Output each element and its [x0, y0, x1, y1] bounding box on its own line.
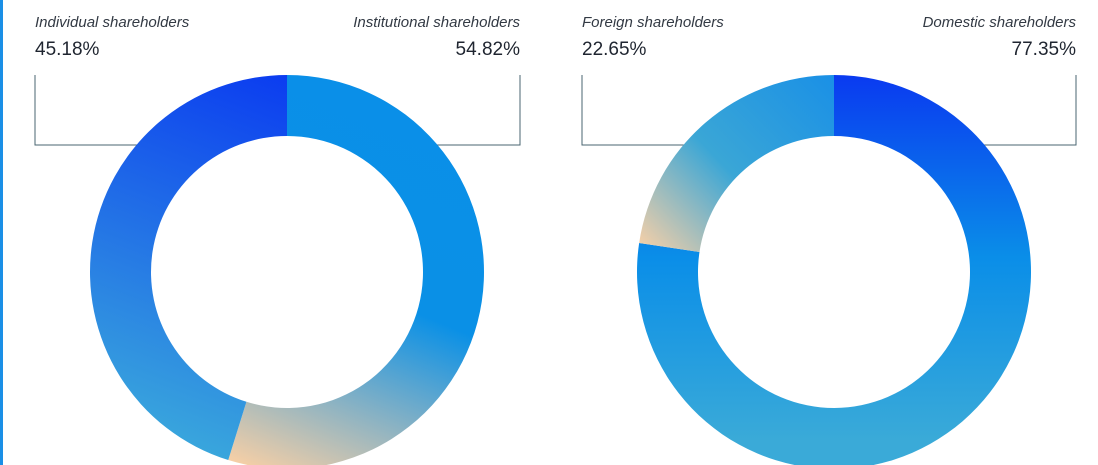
donut-segment	[228, 75, 484, 465]
donut-segment	[639, 75, 834, 252]
value-label: 77.35%	[1012, 39, 1077, 60]
value-label: 45.18%	[35, 39, 100, 60]
leader-line	[437, 75, 521, 146]
charts: Individual shareholders 45.18% Institution…	[34, 14, 1077, 465]
legend-label: Foreign shareholders	[582, 14, 724, 31]
value-label: 54.82%	[456, 39, 521, 60]
leader-line	[581, 75, 684, 146]
donut-segment	[637, 75, 1031, 465]
legend-label: Domestic shareholders	[923, 14, 1077, 31]
left-border	[0, 0, 3, 465]
donut-segment	[89, 74, 287, 461]
leader-line	[984, 75, 1077, 146]
value-label: 22.65%	[582, 39, 647, 60]
legend-label: Individual shareholders	[35, 14, 190, 31]
legend-label: Institutional shareholders	[353, 14, 520, 31]
leader-line	[34, 75, 137, 146]
